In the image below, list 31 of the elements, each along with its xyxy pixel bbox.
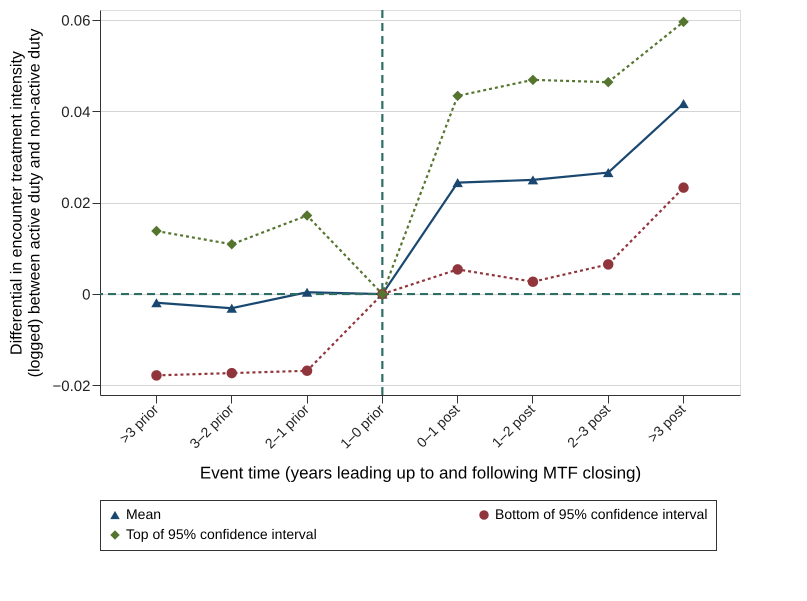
y-tick-label: −0.02 [52, 378, 90, 395]
point [602, 168, 614, 178]
point [528, 74, 538, 86]
y-tick-label: 0.04 [61, 104, 90, 121]
point [452, 90, 463, 102]
point [226, 304, 238, 313]
point [602, 259, 614, 270]
point [452, 264, 463, 275]
point [602, 76, 614, 88]
point [302, 210, 312, 221]
legend-label: Top of 95% confidence interval [126, 526, 317, 542]
point [528, 175, 538, 184]
point [528, 276, 538, 287]
y-tick-label: 0.06 [61, 12, 90, 30]
x-axis-title: Event time (years leading up to and following MTF closing) [200, 464, 642, 483]
point [226, 368, 238, 378]
y-tick-label: 0 [82, 286, 90, 304]
point [678, 182, 689, 193]
point [678, 99, 689, 108]
point [151, 298, 162, 308]
point [151, 226, 162, 236]
point [302, 366, 312, 376]
point [452, 178, 463, 188]
point [226, 239, 238, 250]
legend-label: Bottom of 95% confidence interval [495, 506, 708, 522]
point [302, 288, 312, 297]
legend-label: Mean [126, 506, 162, 522]
y-tick-label: 0.02 [61, 195, 90, 212]
y-axis-title: Differential in encounter treatment intensity (logged) between active duty and non-active duty [8, 28, 44, 378]
point [678, 16, 689, 28]
point [151, 370, 162, 381]
